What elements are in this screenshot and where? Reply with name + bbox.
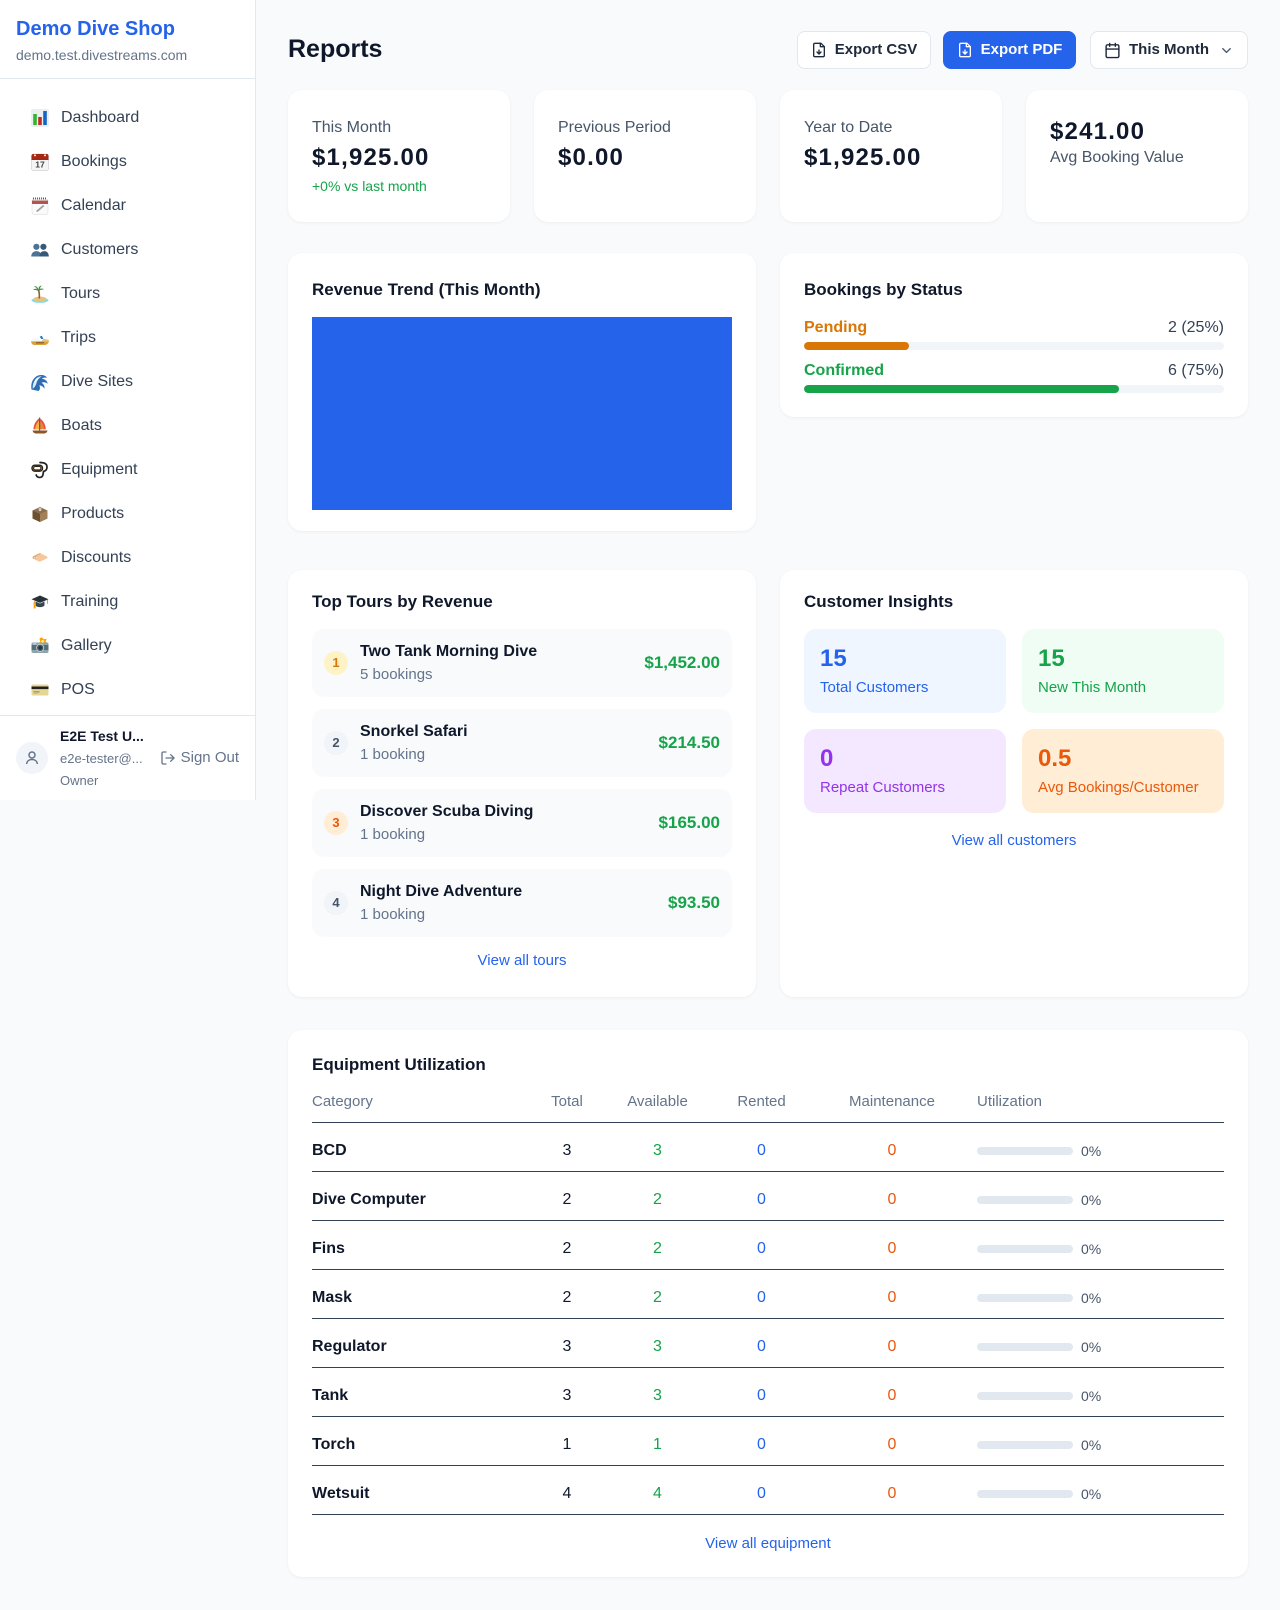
svg-text:17: 17 <box>35 160 45 170</box>
